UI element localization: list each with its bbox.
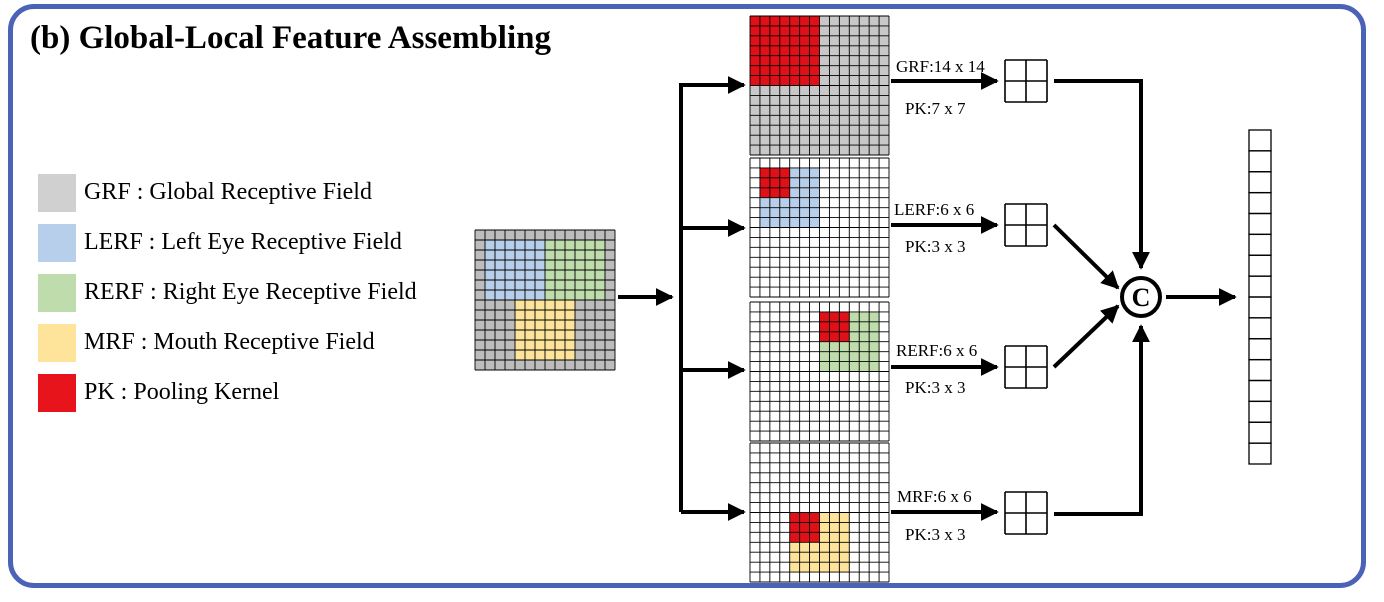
legend-swatch-rerf: [38, 274, 76, 312]
concat-symbol: C: [1132, 283, 1151, 312]
merge-line-mrf: [1054, 324, 1150, 516]
legend-label-grf: GRF : Global Receptive Field: [84, 179, 372, 205]
rerf-field-label: RERF:6 x 6: [896, 341, 977, 360]
legend-swatch-lerf: [38, 224, 76, 262]
lerf-field-label: LERF:6 x 6: [894, 200, 974, 219]
legend-swatch-mrf: [38, 324, 76, 362]
pooling-kernel: [789, 512, 820, 543]
pooling-kernel: [750, 16, 820, 86]
lerf-kernel-label: PK:3 x 3: [905, 237, 965, 256]
rerf-feature-map: [749, 301, 890, 442]
legend-label-pk: PK : Pooling Kernel: [84, 379, 280, 405]
merge-line-grf: [1054, 79, 1150, 270]
legend-label-mrf: MRF : Mouth Receptive Field: [84, 329, 375, 355]
mrf-kernel-label: PK:3 x 3: [905, 525, 965, 544]
grf-kernel-label: PK:7 x 7: [905, 99, 966, 118]
pooled-output-mrf: [1004, 491, 1048, 535]
legend-label-rerf: RERF : Right Eye Receptive Field: [84, 279, 417, 305]
branch-connectors: [618, 72, 1237, 521]
pooled-output-rerf: [1004, 345, 1048, 389]
pooled-output-lerf: [1004, 203, 1048, 247]
input-feature-map: [474, 229, 616, 371]
pooling-kernel: [759, 167, 790, 198]
concat-node: [1120, 276, 1162, 318]
grf-feature-map: [749, 15, 890, 156]
pooled-output-grf: [1004, 59, 1048, 103]
panel-title: (b) Global-Local Feature Assembling: [30, 20, 551, 56]
legend-label-lerf: LERF : Left Eye Receptive Field: [84, 229, 402, 255]
merge-line-rerf: [1052, 304, 1120, 369]
panel-frame: [8, 4, 1366, 588]
legend-swatch-grf: [38, 174, 76, 212]
mrf-feature-map: [749, 442, 890, 583]
output-vector: [1248, 129, 1272, 465]
vector-cell: [1248, 442, 1272, 465]
mrf-field-label: MRF:6 x 6: [897, 487, 972, 506]
lerf-feature-map: [749, 157, 890, 298]
legend-swatch-pk: [38, 374, 76, 412]
rerf-kernel-label: PK:3 x 3: [905, 378, 965, 397]
grf-field-label: GRF:14 x 14: [896, 57, 985, 76]
merge-line-lerf: [1052, 223, 1120, 290]
pooling-kernel: [819, 311, 850, 342]
